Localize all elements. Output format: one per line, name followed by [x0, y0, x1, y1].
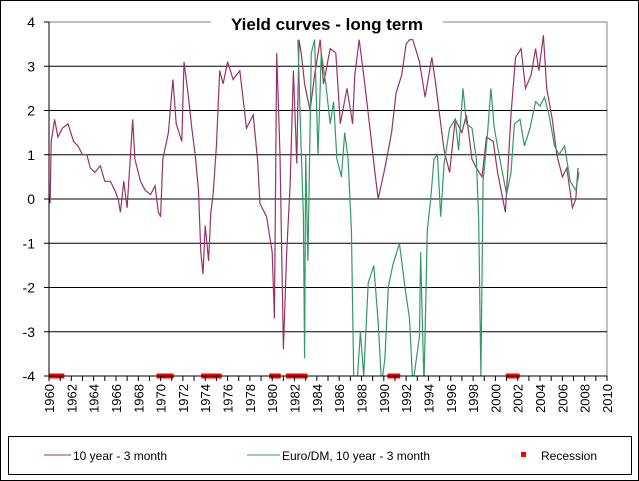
- legend-label-euro: Euro/DM, 10 year - 3 month: [282, 449, 430, 463]
- y-tick-label: 1: [27, 147, 35, 163]
- x-tick-label: 2004: [533, 384, 548, 413]
- x-tick-label: 1966: [109, 384, 124, 413]
- x-tick-label: 1984: [310, 384, 325, 413]
- series-line-euro-dm: [297, 39, 580, 376]
- y-tick-label: 0: [27, 191, 35, 207]
- y-tick-label: -3: [23, 324, 36, 340]
- x-tick-label: 2006: [555, 384, 570, 413]
- x-tick-label: 1994: [421, 384, 436, 413]
- x-tick-label: 1974: [198, 384, 213, 413]
- y-tick-label: 2: [27, 103, 35, 119]
- series-clip-group: [49, 35, 580, 376]
- legend-label-us: 10 year - 3 month: [73, 449, 167, 463]
- legend: 10 year - 3 month Euro/DM, 10 year - 3 m…: [8, 436, 632, 475]
- x-tick-label: 2010: [600, 384, 615, 413]
- x-tick-label: 1988: [354, 384, 369, 413]
- legend-label-recession: Recession: [541, 449, 597, 463]
- y-tick-label: -1: [23, 235, 36, 251]
- y-tick-label: 3: [27, 58, 35, 74]
- x-tick-label: 1972: [176, 384, 191, 413]
- x-tick-label: 2002: [511, 384, 526, 413]
- x-tick-label: 1998: [466, 384, 481, 413]
- y-tick-label: -4: [23, 368, 36, 384]
- title-background: [211, 13, 443, 35]
- x-tick-label: 1968: [131, 384, 146, 413]
- x-tick-label: 1964: [87, 384, 102, 413]
- x-tick-label: 1960: [42, 384, 57, 413]
- y-tick-label: 4: [27, 14, 35, 30]
- legend-swatch-recession: [521, 452, 526, 457]
- chart-title: Yield curves - long term: [231, 15, 423, 34]
- x-tick-label: 1990: [377, 384, 392, 413]
- x-tick-label: 1996: [444, 384, 459, 413]
- x-tick-label: 1976: [221, 384, 236, 413]
- x-tick-label: 1986: [332, 384, 347, 413]
- x-tick-label: 1980: [265, 384, 280, 413]
- x-tick-label: 2008: [578, 384, 593, 413]
- x-tick-label: 2000: [488, 384, 503, 413]
- x-tick-label: 1982: [288, 384, 303, 413]
- series-line-10y-3m: [49, 35, 579, 350]
- x-tick-label: 1970: [154, 384, 169, 413]
- y-tick-label: -2: [23, 280, 36, 296]
- x-tick-label: 1962: [64, 384, 79, 413]
- x-tick-label: 1978: [243, 384, 258, 413]
- x-tick-label: 1992: [399, 384, 414, 413]
- axes: -4 -3 -2 -1 0 1 2 3 4 1960 1962 1964 1966 1968 1970 197…: [23, 14, 615, 413]
